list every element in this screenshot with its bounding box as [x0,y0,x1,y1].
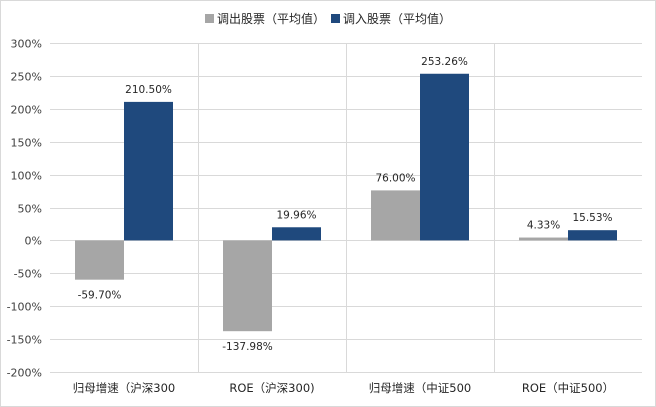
data-label: -59.70% [78,290,122,302]
x-category-label: 归母增速（中证500 [369,381,471,395]
bar [420,73,469,241]
bar [124,101,173,241]
data-label: 210.50% [125,84,172,96]
legend-item-outflow: 调出股票（平均值） [205,11,325,26]
x-category-label: ROE（沪深300) [229,381,314,395]
data-label: -137.98% [222,341,273,353]
legend-label-outflow: 调出股票（平均值） [217,11,325,26]
bar [223,240,272,332]
y-tick-label: -50% [14,268,42,281]
legend-swatch-outflow [205,14,214,23]
y-tick-label: 200% [11,104,42,117]
y-tick-label: 300% [11,38,42,51]
x-axis-categories: 归母增速（沪深300 ROE（沪深300) 归母增速（中证500 ROE（中证500） [73,381,614,395]
y-axis-ticks: -200% -150% -100% -50% 0% 50% 100% 150% 200% 250%… [7,38,42,380]
y-tick-label: 0% [25,235,42,248]
bar [272,227,321,241]
y-tick-label: 100% [11,170,42,183]
y-tick-label: 150% [11,137,42,150]
bar [75,240,124,280]
data-label: 15.53% [572,212,612,224]
data-label: 4.33% [527,220,560,232]
y-tick-label: -150% [7,334,42,347]
bar [371,190,420,241]
x-category-label: ROE（中证500） [522,381,614,395]
y-tick-label: 50% [18,203,42,216]
data-label: 76.00% [375,172,415,184]
bar [568,230,617,241]
category-separators [198,43,495,372]
legend: 调出股票（平均值） 调入股票（平均值） [205,11,451,26]
legend-swatch-inflow [331,14,340,23]
data-labels: -59.70% 210.50% -137.98% 19.96% 76.00% 253.26… [78,56,613,353]
data-label: 253.26% [421,56,468,68]
y-tick-label: 250% [11,71,42,84]
legend-item-inflow: 调入股票（平均值） [331,11,451,26]
y-tick-label: -100% [7,301,42,314]
bars [75,73,617,332]
bar [519,237,568,241]
y-tick-label: -200% [7,367,42,380]
data-label: 19.96% [276,209,316,221]
legend-label-inflow: 调入股票（平均值） [343,11,451,26]
x-category-label: 归母增速（沪深300 [73,381,175,395]
